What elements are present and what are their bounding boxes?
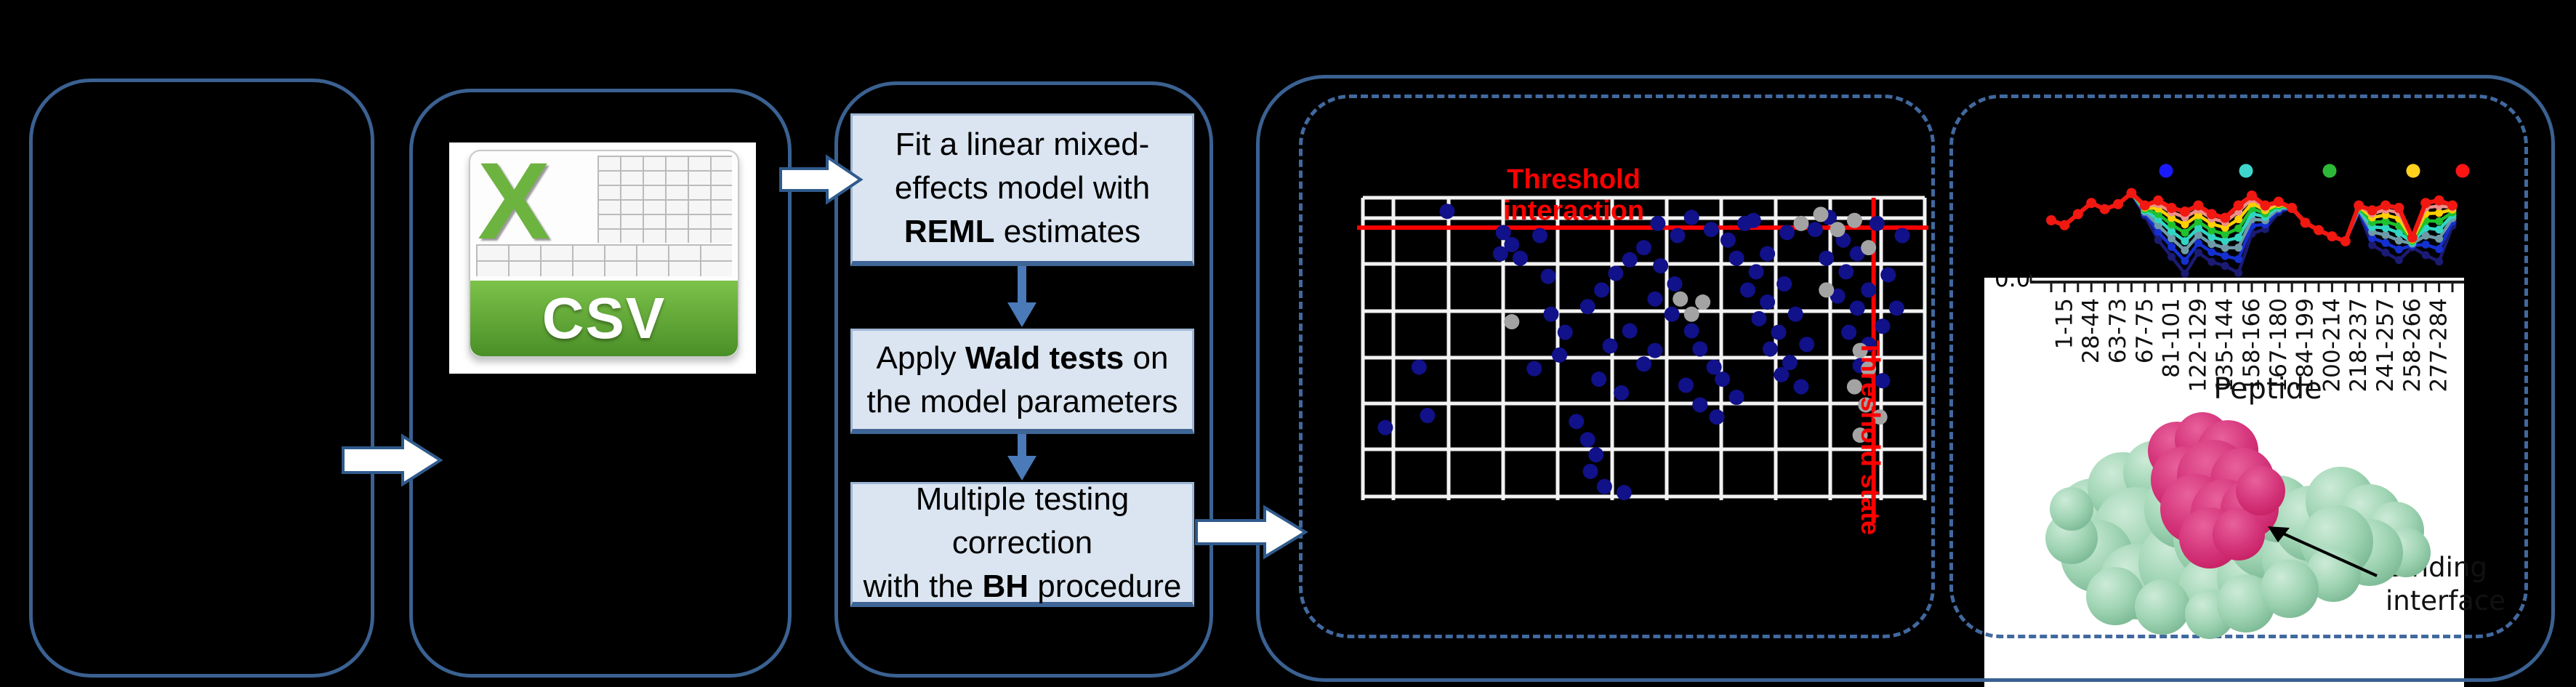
csv-banner: CSV — [470, 281, 738, 356]
spreadsheet-grid-middle — [476, 244, 732, 276]
svg-text:184-199: 184-199 — [2293, 298, 2319, 393]
svg-text:200-214: 200-214 — [2319, 298, 2345, 393]
flow-arrow-3-icon — [1195, 505, 1308, 560]
y-axis-tick-label: 0.0 — [1995, 266, 2031, 292]
step-fit-lmm: Fit a linear mixed-effects model with REM… — [850, 113, 1194, 266]
flow-arrow-2-icon — [779, 154, 864, 205]
step-wald-tests: Apply Wald tests on the model parameters — [850, 329, 1194, 434]
uptake-line-chart: 1-15 28-44 63-73 67-75 81-101 122-129 135-144 1… — [2029, 164, 2470, 393]
svg-text:277-284: 277-284 — [2426, 298, 2452, 393]
svg-text:167-180: 167-180 — [2266, 298, 2292, 393]
excel-x-letter: X — [478, 150, 551, 262]
svg-text:81-101: 81-101 — [2159, 298, 2185, 378]
csv-sheet: X CSV — [469, 150, 739, 358]
svg-text:1-15: 1-15 — [2051, 298, 2077, 349]
csv-banner-label: CSV — [542, 286, 667, 350]
threshold-scatter-plot — [1357, 196, 1928, 523]
down-arrow-2-icon — [1007, 434, 1037, 481]
x-axis-title: Peptide — [2213, 372, 2322, 406]
spreadsheet-grid-top — [597, 156, 732, 243]
svg-text:28-44: 28-44 — [2078, 298, 2104, 363]
stage-box-statistics — [834, 81, 1213, 678]
protein-structure-image — [2045, 412, 2431, 639]
stage-box-input — [29, 79, 374, 678]
svg-text:63-73: 63-73 — [2105, 298, 2131, 363]
csv-file-icon: X CSV — [449, 142, 756, 374]
threshold-interaction-label: Threshold interaction — [1502, 164, 1645, 226]
threshold-state-label: Threshold state — [1856, 340, 1885, 536]
down-arrow-1-icon — [1007, 266, 1037, 327]
svg-text:258-266: 258-266 — [2399, 298, 2426, 393]
svg-text:135-144: 135-144 — [2212, 298, 2238, 393]
step-bh-correction: Multiple testing correction with the BH pr… — [850, 481, 1194, 607]
svg-text:241-257: 241-257 — [2372, 298, 2399, 393]
scatter-svg — [1357, 196, 1928, 523]
svg-text:158-166: 158-166 — [2239, 298, 2265, 393]
stage-box-csv — [409, 89, 792, 678]
svg-text:122-129: 122-129 — [2185, 298, 2211, 393]
flow-arrow-1-icon — [342, 433, 443, 487]
svg-text:218-237: 218-237 — [2346, 298, 2372, 393]
svg-text:67-75: 67-75 — [2132, 298, 2158, 363]
